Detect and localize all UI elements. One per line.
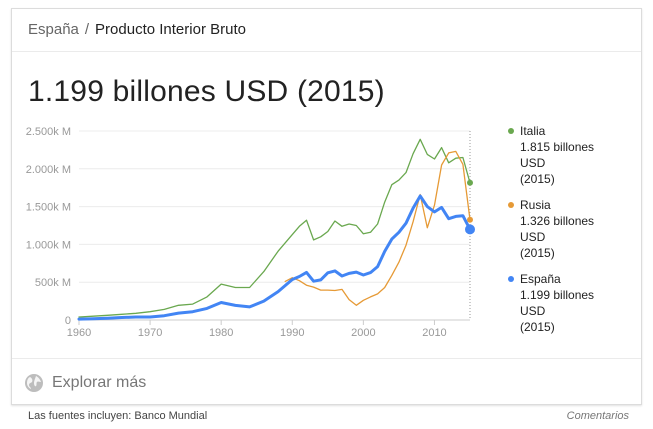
legend-dot-espana: [508, 276, 514, 282]
legend-year: (2015): [520, 246, 555, 260]
series-line-espana: [77, 194, 472, 321]
legend-year: (2015): [520, 172, 555, 186]
x-tick-label: 2010: [422, 327, 446, 339]
gdp-line-chart: 0 500k M 1.000k M 1.500k M 2.000k M 2.500k M 1…: [26, 126, 475, 339]
series-endpoint-italia: [467, 179, 473, 186]
x-tick-label: 2000: [351, 327, 375, 339]
legend-name: Italia: [520, 124, 546, 138]
legend-value: 1.326 billones: [520, 214, 595, 228]
series-line-italia: [78, 138, 471, 318]
y-tick-label: 2.500k M: [26, 126, 71, 138]
breadcrumb-separator: /: [84, 21, 90, 38]
series-endpoint-rusia: [467, 216, 473, 223]
globe-icon: [25, 374, 43, 392]
series-endpoint-espana: [465, 224, 475, 235]
x-tick-label: 1990: [280, 327, 304, 339]
sources-note: Las fuentes incluyen: Banco Mundial: [28, 410, 208, 422]
header-divider: [12, 51, 641, 52]
breadcrumb: España / Producto Interior Bruto: [28, 21, 246, 38]
breadcrumb-topic: Producto Interior Bruto: [95, 21, 246, 38]
legend-name: España: [520, 272, 561, 286]
legend-unit: USD: [520, 230, 546, 244]
x-tick-label: 1960: [67, 327, 91, 339]
legend-value: 1.815 billones: [520, 140, 595, 154]
legend-unit: USD: [520, 156, 546, 170]
chart-legend: Italia 1.815 billones USD (2015) Rusia 1…: [508, 123, 638, 345]
explore-more-button[interactable]: Explorar más: [24, 371, 146, 395]
knowledge-card: España / Producto Interior Bruto 1.199 bil…: [11, 8, 642, 405]
legend-value: 1.199 billones: [520, 288, 595, 302]
y-tick-label: 0: [65, 315, 71, 327]
legend-item-rusia[interactable]: Rusia 1.326 billones USD (2015): [508, 197, 638, 261]
y-tick-label: 2.000k M: [26, 164, 71, 176]
footer-divider: [12, 358, 641, 359]
feedback-link[interactable]: Comentarios: [566, 410, 629, 422]
x-tick-label: 1980: [209, 327, 233, 339]
legend-dot-italia: [508, 128, 514, 134]
breadcrumb-country-link[interactable]: España: [28, 21, 79, 38]
y-tick-label: 1.000k M: [26, 239, 71, 251]
series-line-rusia: [284, 150, 471, 306]
headline-value: 1.199 billones USD (2015): [28, 75, 385, 108]
legend-item-italia[interactable]: Italia 1.815 billones USD (2015): [508, 123, 638, 187]
legend-item-espana[interactable]: España 1.199 billones USD (2015): [508, 271, 638, 335]
x-tick-label: 1970: [138, 327, 162, 339]
y-tick-label: 1.500k M: [26, 202, 71, 214]
legend-dot-rusia: [508, 202, 514, 208]
explore-more-label: Explorar más: [52, 374, 147, 391]
legend-unit: USD: [520, 304, 546, 318]
legend-year: (2015): [520, 320, 555, 334]
legend-name: Rusia: [520, 198, 551, 212]
y-tick-label: 500k M: [35, 277, 71, 289]
